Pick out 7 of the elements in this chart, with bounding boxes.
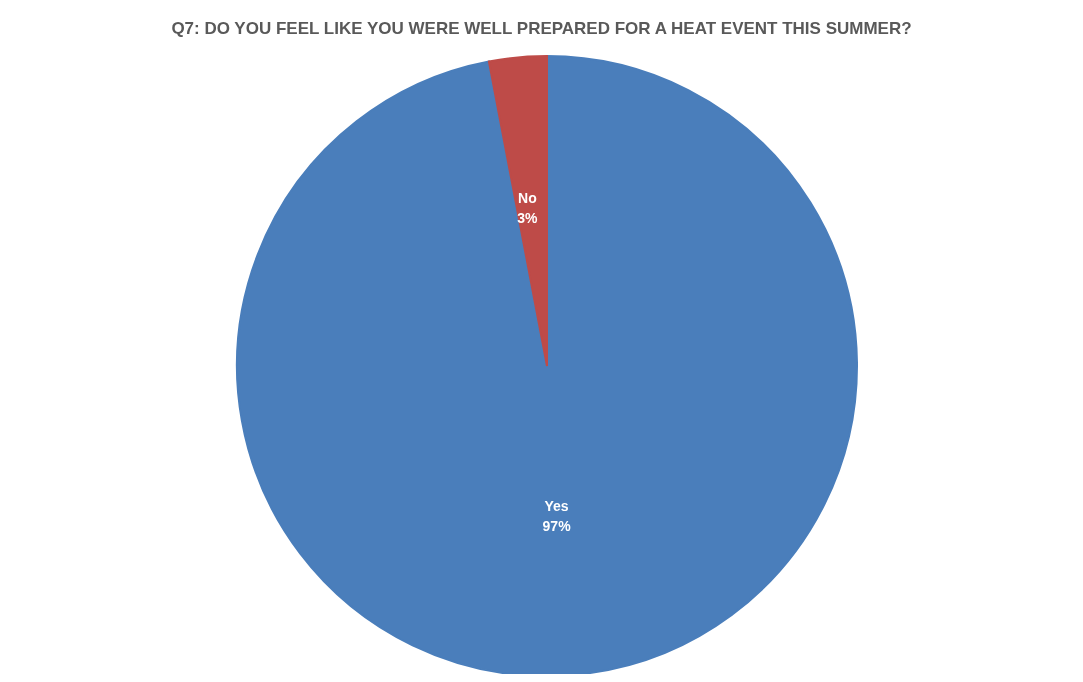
pie-slice	[487, 55, 548, 367]
data-label: 3%	[517, 209, 539, 226]
chart-title: Q7: DO YOU FEEL LIKE YOU WERE WELL PREPARED FOR A HEAT EVENT THIS SUMMER?	[171, 19, 912, 38]
slice-label: Yes	[544, 498, 569, 515]
data-label: 97%	[542, 518, 572, 535]
slice-label: No	[518, 189, 537, 206]
pie-slice	[236, 55, 858, 674]
